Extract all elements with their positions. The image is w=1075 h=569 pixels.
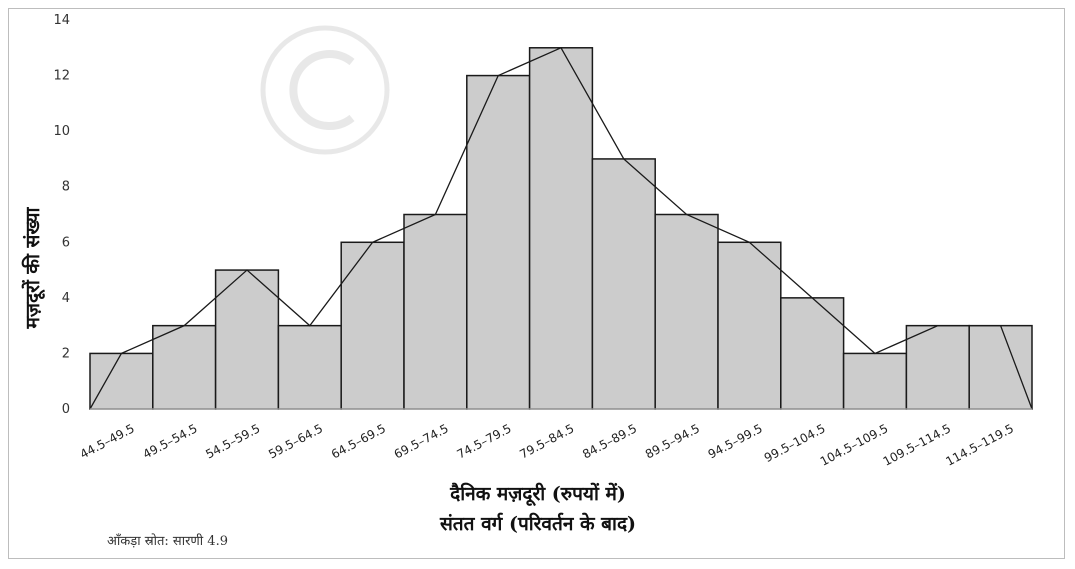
x-tick-label: 74.5–79.5	[455, 421, 514, 461]
x-tick-label: 94.5–99.5	[706, 421, 765, 461]
histogram-bars	[89, 47, 1033, 410]
y-tick-label: 8	[62, 180, 70, 195]
y-tick-label: 10	[53, 124, 70, 139]
x-tick-label: 54.5–59.5	[203, 421, 262, 461]
x-tick-label: 79.5–84.5	[517, 421, 576, 461]
histogram-bar	[152, 324, 217, 410]
histogram-bar	[89, 352, 154, 410]
copyright-c	[289, 50, 355, 130]
histogram-bar	[340, 241, 405, 410]
x-tick-label: 89.5–94.5	[643, 421, 702, 461]
histogram-bar	[528, 47, 594, 410]
x-tick-label: 114.5–119.5	[943, 421, 1016, 468]
histogram-bar	[842, 352, 908, 410]
histogram-bar	[403, 213, 468, 410]
frequency-polygon	[89, 46, 1033, 410]
y-axis-title: मज़दूरों की संख्या	[21, 206, 46, 329]
x-tick-label: 64.5–69.5	[329, 421, 388, 461]
y-tick-label: 6	[62, 235, 70, 250]
x-tick-label: 104.5–109.5	[818, 421, 891, 468]
y-tick-label: 2	[62, 346, 70, 361]
y-tick-label: 14	[53, 13, 70, 28]
x-tick-label: 49.5–54.5	[141, 421, 200, 461]
source-note: आँकड़ा स्रोत: सारणी 4.9	[107, 533, 228, 549]
histogram-bar	[277, 324, 342, 410]
x-tick-label: 59.5–64.5	[266, 421, 325, 461]
y-axis-ticks: 0 2 4 6 8 10 12 14	[53, 13, 70, 417]
x-axis-title-line2: संतत वर्ग (परिवर्तन के बाद)	[439, 512, 636, 535]
histogram-bar	[591, 158, 656, 410]
histogram-bar	[905, 324, 970, 410]
x-tick-label: 84.5–89.5	[580, 421, 639, 461]
x-axis-ticks: 44.5–49.5 49.5–54.5 54.5–59.5 59.5–64.5 64.5…	[78, 421, 1016, 468]
histogram-bar	[780, 297, 845, 410]
histogram-bar	[717, 241, 782, 410]
histogram-bar	[466, 74, 531, 410]
x-tick-label: 109.5–114.5	[881, 421, 954, 468]
frequency-polygon-line	[89, 46, 1033, 410]
y-tick-label: 4	[62, 291, 70, 306]
y-tick-label: 12	[53, 69, 70, 84]
x-tick-label: 69.5–74.5	[392, 421, 451, 461]
x-tick-label: 44.5–49.5	[78, 421, 137, 461]
watermark	[260, 25, 390, 155]
histogram-bar	[214, 269, 280, 410]
histogram-bar	[654, 213, 719, 410]
histogram-bar	[968, 324, 1033, 410]
copyright-circle	[260, 25, 390, 155]
y-tick-label: 0	[62, 402, 70, 417]
x-tick-label: 99.5–104.5	[762, 421, 828, 465]
x-axis-title: दैनिक मज़दूरी (रुपयों में)	[449, 482, 626, 507]
